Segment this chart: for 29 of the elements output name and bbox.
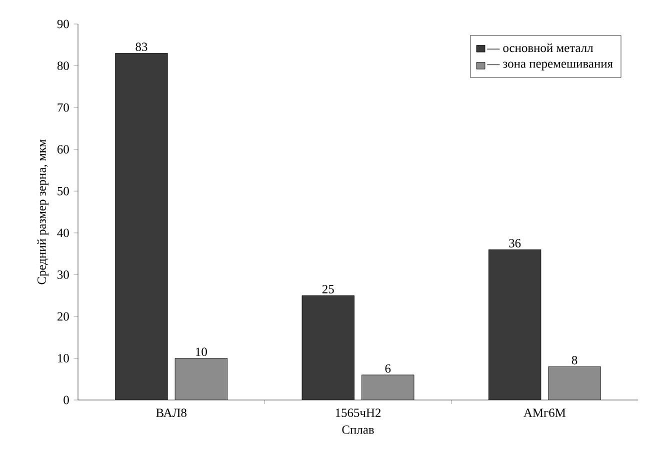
y-tick-label: 30 (58, 270, 69, 279)
bar (302, 296, 354, 400)
data-label: 25 (322, 284, 334, 294)
y-tick-label: 20 (57, 312, 69, 321)
x-tick-label: ВАЛ8 (156, 408, 186, 418)
y-tick-label: 80 (57, 62, 69, 70)
data-label: 6 (385, 364, 391, 373)
x-tick-label: АМг6М (524, 408, 566, 417)
data-label: 8 (572, 356, 578, 364)
bar (548, 366, 601, 400)
legend-label: — основной металл (487, 43, 594, 52)
x-tick-label: 1565чН2 (336, 408, 381, 417)
y-tick-label: 60 (57, 145, 69, 154)
data-label: 10 (196, 348, 207, 356)
bar (488, 249, 542, 400)
bar (175, 358, 228, 400)
y-tick-label: 90 (57, 20, 69, 28)
y-axis-title: Средний размер зерна, мкм (37, 140, 48, 284)
bar (115, 53, 168, 400)
x-axis-title: Сплав (342, 426, 374, 434)
y-tick-label: 50 (58, 186, 69, 196)
y-tick-label: 40 (57, 228, 69, 238)
y-tick-label: 70 (58, 103, 69, 112)
bar (362, 374, 414, 400)
legend-label: — зона перемешивания (487, 62, 613, 70)
data-label: 36 (509, 239, 521, 248)
y-tick-label: 0 (64, 396, 69, 404)
y-tick-label: 10 (58, 354, 69, 362)
data-label: 83 (136, 42, 148, 52)
